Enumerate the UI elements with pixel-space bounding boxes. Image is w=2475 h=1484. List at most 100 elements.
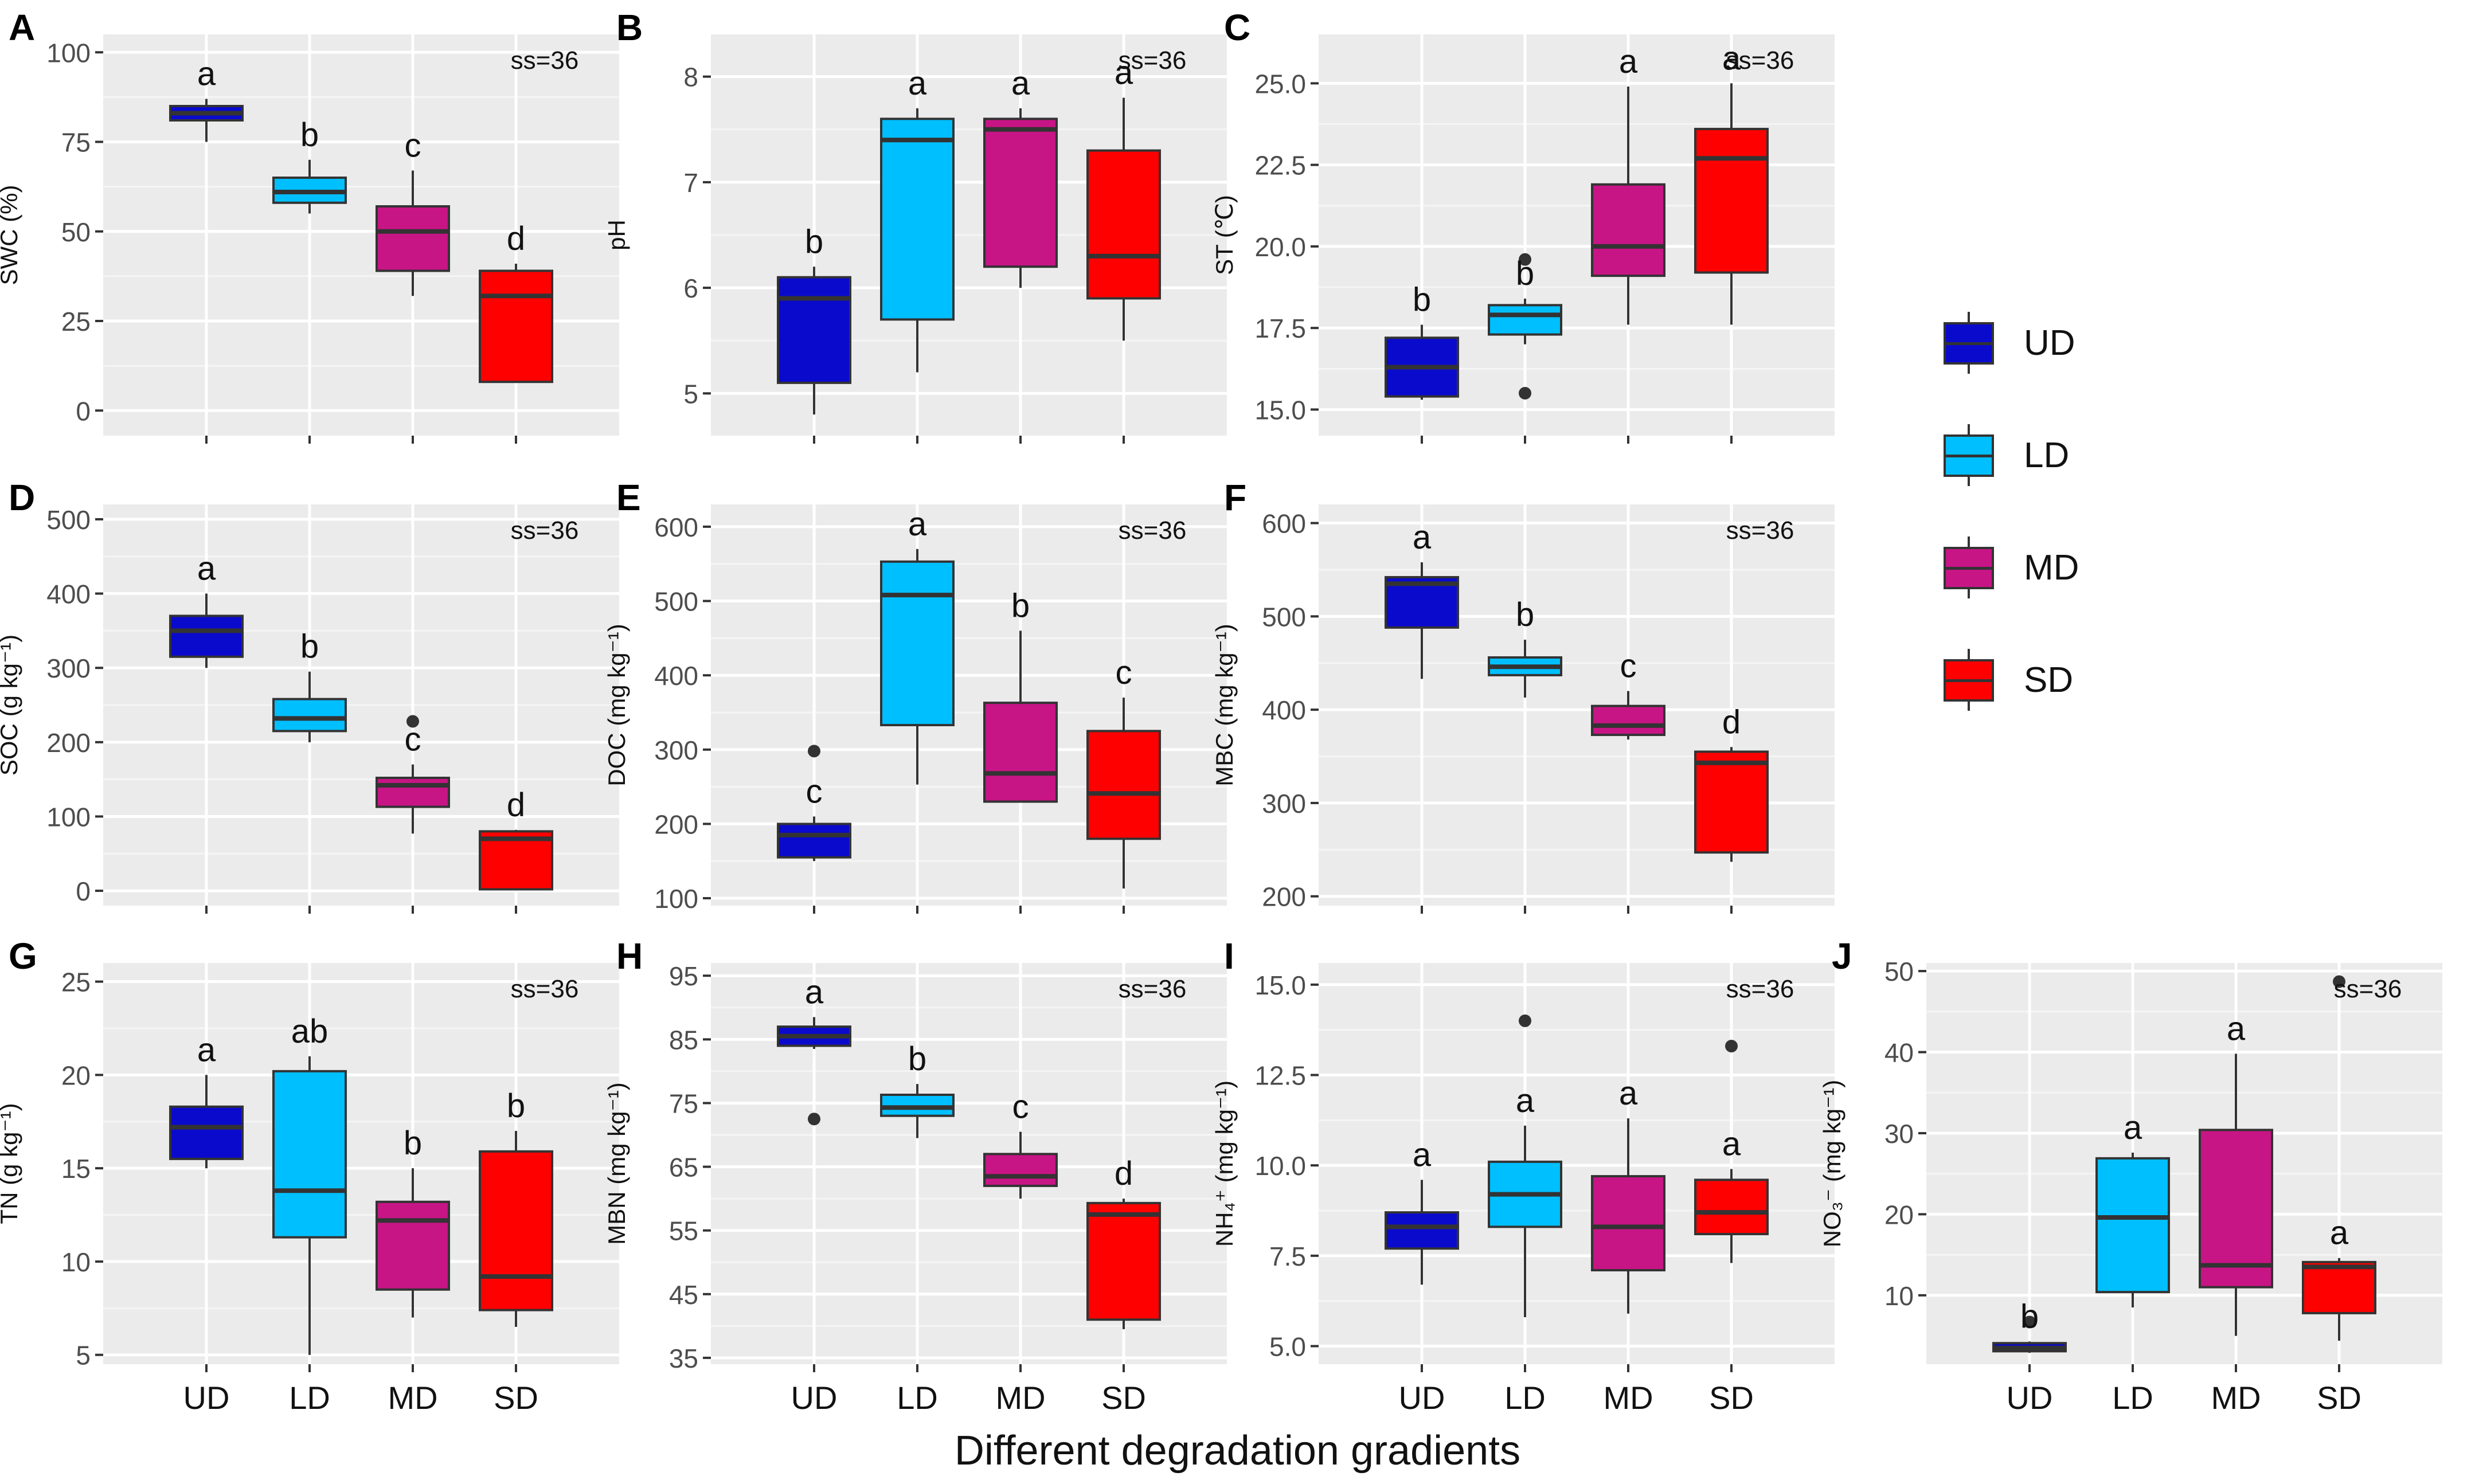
legend-item-ud: UD xyxy=(1938,287,2079,399)
iqr-box xyxy=(1694,750,1769,854)
significance-letter: d xyxy=(507,786,525,824)
outlier-point xyxy=(808,1113,820,1126)
x-tick-label: SD xyxy=(1709,1380,1754,1416)
y-tick-label: 400 xyxy=(654,661,698,691)
y-tick-label: 25 xyxy=(61,968,91,997)
y-tick-label: 50 xyxy=(1884,957,1914,986)
y-tick-label: 100 xyxy=(46,38,91,68)
box-ld: ab xyxy=(272,1013,347,1355)
significance-letter: a xyxy=(197,1031,216,1068)
panel-letter: F xyxy=(1224,477,1246,518)
sample-size-annotation: ss=36 xyxy=(1119,975,1187,1003)
box-md: b xyxy=(983,587,1058,803)
box-ud: a xyxy=(1385,1136,1459,1285)
box-ud: a xyxy=(169,550,244,668)
significance-letter: b xyxy=(404,1125,422,1162)
y-tick-label: 200 xyxy=(46,728,91,758)
box-ud: a xyxy=(169,1031,244,1169)
x-tick-label: LD xyxy=(897,1380,938,1416)
box-sd: a xyxy=(1694,1040,1769,1263)
box-ld: a xyxy=(2095,1109,2170,1308)
significance-letter: a xyxy=(1619,1075,1638,1112)
legend-swatch-ud xyxy=(1938,312,1995,374)
box-md: a xyxy=(2199,1010,2273,1336)
significance-letter: a xyxy=(805,973,824,1011)
y-axis-label: TN (g kg⁻¹) xyxy=(0,1103,22,1224)
y-tick-label: 0 xyxy=(76,876,91,906)
y-tick-label: 100 xyxy=(654,884,698,914)
box-sd: b xyxy=(479,1087,553,1327)
significance-letter: a xyxy=(908,65,927,102)
x-tick-label: MD xyxy=(388,1380,437,1416)
sample-size-annotation: ss=36 xyxy=(2334,975,2402,1003)
panel-e: 100 200 300 400 500 600 c a b c ss=36 DOC (mg kg⁻¹)… xyxy=(603,477,1227,914)
box-ld: b xyxy=(1488,596,1562,698)
iqr-box xyxy=(2302,1260,2376,1314)
iqr-box xyxy=(376,777,450,808)
y-axis-label: MBN (mg kg⁻¹) xyxy=(603,1082,630,1245)
y-tick-label: 10.0 xyxy=(1254,1151,1306,1181)
y-tick-label: 22.5 xyxy=(1254,151,1306,181)
y-tick-label: 45 xyxy=(669,1280,698,1310)
box-ud: b xyxy=(777,223,851,415)
significance-letter: a xyxy=(2330,1215,2349,1252)
iqr-box xyxy=(272,1070,347,1239)
iqr-box xyxy=(777,276,851,384)
significance-letter: d xyxy=(507,220,525,257)
x-tick-label: UD xyxy=(1399,1380,1445,1416)
y-tick-label: 15.0 xyxy=(1254,970,1306,1000)
box-ud: b xyxy=(1385,281,1459,400)
iqr-box xyxy=(479,269,553,383)
iqr-box xyxy=(1694,128,1769,274)
legend-swatch-md xyxy=(1938,537,1995,598)
x-tick-label: LD xyxy=(289,1380,330,1416)
panel-letter: D xyxy=(9,477,35,518)
x-tick-label: SD xyxy=(494,1380,538,1416)
box-sd: a xyxy=(1694,40,1769,325)
y-tick-label: 75 xyxy=(61,128,91,158)
y-tick-label: 75 xyxy=(669,1088,698,1118)
y-tick-label: 7.5 xyxy=(1269,1242,1306,1271)
sample-size-annotation: ss=36 xyxy=(1119,516,1187,545)
y-tick-label: 25 xyxy=(61,307,91,336)
y-tick-label: 300 xyxy=(46,653,91,683)
outlier-point xyxy=(2023,1315,2036,1329)
significance-letter: b xyxy=(507,1087,525,1125)
outlier-point xyxy=(1519,253,1531,266)
significance-letter: c xyxy=(1620,648,1637,685)
iqr-box xyxy=(169,1105,244,1160)
panel-letter: H xyxy=(616,935,643,977)
box-ld: a xyxy=(880,506,955,785)
iqr-box xyxy=(376,1200,450,1291)
sample-size-annotation: ss=36 xyxy=(1119,46,1187,75)
x-tick-label: UD xyxy=(791,1380,838,1416)
sample-size-annotation: ss=36 xyxy=(1726,46,1794,75)
box-sd: d xyxy=(1694,703,1769,862)
y-tick-label: 5.0 xyxy=(1269,1332,1306,1361)
iqr-box xyxy=(1086,149,1161,300)
x-axis-title: Different degradation gradients xyxy=(954,1428,1521,1474)
iqr-box xyxy=(1694,1178,1769,1235)
iqr-box xyxy=(1086,730,1161,840)
significance-letter: b xyxy=(1413,281,1431,319)
iqr-box xyxy=(1591,704,1665,737)
y-tick-label: 17.5 xyxy=(1254,314,1306,343)
significance-letter: d xyxy=(1722,703,1741,741)
significance-letter: c xyxy=(1116,654,1132,691)
box-sd: a xyxy=(1086,54,1161,341)
legend-label-ld: LD xyxy=(2024,435,2070,475)
significance-letter: a xyxy=(1011,65,1030,102)
box-md: a xyxy=(983,65,1058,288)
outlier-point xyxy=(1725,1040,1738,1053)
outlier-point xyxy=(1519,387,1531,400)
y-tick-label: 15 xyxy=(61,1154,91,1184)
panel-f: 200 300 400 500 600 a b c d ss=36 MBC (mg kg⁻¹) F xyxy=(1211,477,1835,914)
sample-size-annotation: ss=36 xyxy=(511,516,579,545)
box-md: c xyxy=(376,127,450,296)
x-tick-label: MD xyxy=(1603,1380,1653,1416)
panel-letter: I xyxy=(1224,935,1234,977)
significance-letter: d xyxy=(1115,1155,1133,1192)
box-md: c xyxy=(1591,648,1665,740)
